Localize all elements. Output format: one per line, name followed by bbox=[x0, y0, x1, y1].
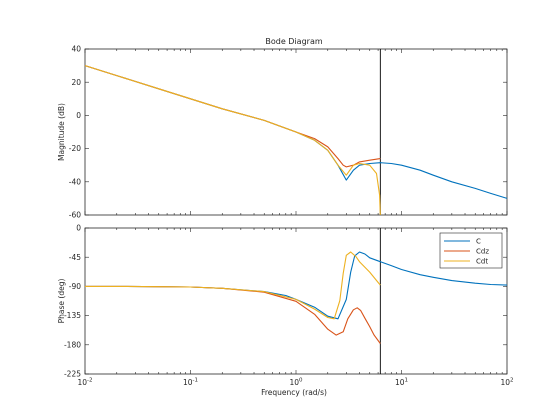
magnitude-series-cdt bbox=[84, 65, 381, 216]
y-tick-label: -225 bbox=[64, 370, 81, 379]
x-tick-label: 10-1 bbox=[183, 378, 198, 388]
y-tick-label: 20 bbox=[71, 78, 81, 87]
chart-title: Bode Diagram bbox=[265, 37, 322, 46]
x-tick-label: 10-2 bbox=[77, 378, 92, 388]
legend-label-cdt: Cdt bbox=[476, 258, 488, 266]
y-tick-label: -135 bbox=[64, 311, 81, 320]
y-tick-label: -60 bbox=[69, 211, 81, 220]
y-tick-label: 40 bbox=[71, 45, 81, 54]
legend-label-c: C bbox=[476, 238, 481, 246]
y-tick-label: 0 bbox=[76, 224, 81, 233]
plot-area: -60 -40 -20 0 20 40 Magnitude (dB) -225 -180 -135… bbox=[57, 45, 514, 387]
magnitude-y-label: Magnitude (dB) bbox=[57, 103, 66, 161]
phase-y-label: Phase (deg) bbox=[57, 279, 66, 324]
magnitude-panel: -60 -40 -20 0 20 40 Magnitude (dB) bbox=[57, 45, 508, 220]
phase-panel: -225 -180 -135 -90 -45 0 Phase (deg) C Cdz Cdt bbox=[57, 224, 508, 379]
y-tick-label: -180 bbox=[64, 340, 81, 349]
y-tick-label: -90 bbox=[69, 282, 81, 291]
y-tick-label: -45 bbox=[69, 253, 81, 262]
x-axis-label: Frequency (rad/s) bbox=[261, 388, 327, 397]
x-tick-label: 101 bbox=[395, 378, 408, 388]
y-tick-label: -20 bbox=[69, 144, 81, 153]
x-tick-label: 102 bbox=[500, 378, 513, 388]
legend: C Cdz Cdt bbox=[439, 232, 503, 269]
x-tick-label: 100 bbox=[289, 378, 303, 388]
legend-label-cdz: Cdz bbox=[476, 248, 489, 256]
phase-series-cdt bbox=[85, 251, 381, 320]
y-tick-label: 0 bbox=[76, 111, 81, 120]
y-tick-label: -40 bbox=[69, 177, 81, 186]
